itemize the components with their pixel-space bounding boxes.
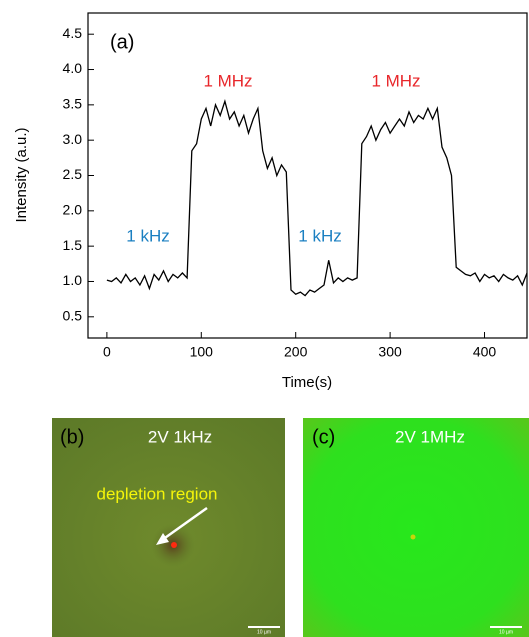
panel-c: (c) 2V 1MHz 10 µm	[303, 418, 529, 637]
annotation: (a)	[110, 31, 134, 53]
annotation: depletion region	[97, 484, 218, 503]
scale-bar-label: 10 µm	[499, 629, 513, 635]
y-tick-label: 3.5	[63, 96, 83, 112]
y-axis-label: Intensity (a.u.)	[13, 127, 30, 222]
caption: 2V 1kHz	[148, 427, 212, 446]
annotation: 1 MHz	[371, 71, 420, 90]
arrow	[161, 506, 208, 542]
panel-label: (c)	[312, 426, 335, 448]
x-tick-label: 300	[378, 344, 402, 360]
y-tick-label: 1.5	[63, 237, 83, 253]
data-line	[106, 99, 528, 297]
caption: 2V 1MHz	[395, 427, 465, 446]
panel-label: (b)	[60, 426, 84, 448]
x-tick-label: 200	[284, 344, 308, 360]
micrograph	[303, 418, 529, 637]
scale-bar-label: 10 µm	[257, 629, 271, 635]
arrow-head	[156, 533, 169, 545]
y-tick-label: 1.0	[63, 272, 83, 288]
y-tick-label: 0.5	[63, 308, 83, 324]
panel-b: (b) 2V 1kHz depletion region 10 µm	[52, 418, 285, 637]
spot	[410, 534, 416, 540]
x-tick-label: 0	[103, 344, 111, 360]
x-tick-label: 400	[473, 344, 497, 360]
y-tick-label: 2.5	[63, 166, 83, 182]
plot-frame	[87, 12, 528, 339]
y-tick-label: 4.0	[63, 60, 83, 76]
y-tick-label: 4.5	[63, 25, 83, 41]
annotation: 1 MHz	[203, 71, 252, 90]
y-tick-label: 2.0	[63, 202, 83, 218]
annotation: 1 kHz	[298, 226, 341, 245]
annotation: 1 kHz	[126, 226, 169, 245]
y-tick-label: 3.0	[63, 131, 83, 147]
red-spot	[171, 542, 177, 548]
x-axis-label: Time(s)	[282, 374, 332, 391]
x-tick-label: 100	[190, 344, 214, 360]
